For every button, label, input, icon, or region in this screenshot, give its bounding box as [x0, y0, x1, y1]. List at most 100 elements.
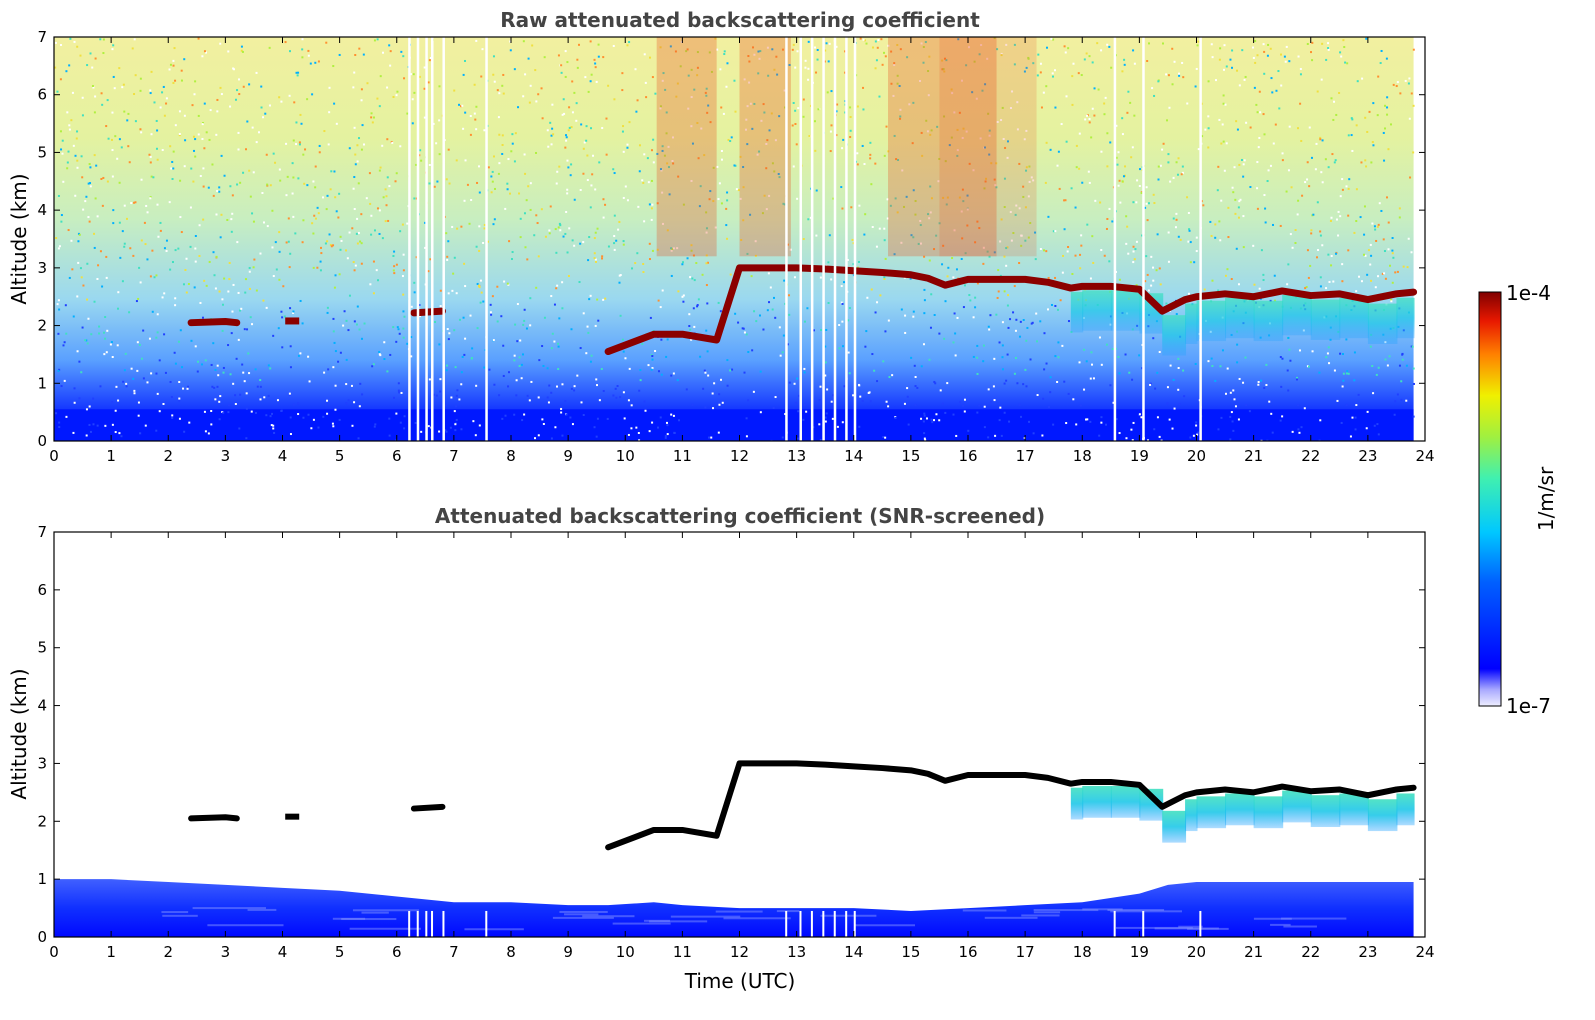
noise-pixel — [389, 353, 392, 356]
noise-pixel — [483, 227, 486, 230]
noise-pixel — [604, 203, 607, 206]
noise-pixel — [338, 192, 341, 195]
noise-pixel — [386, 370, 389, 373]
noise-pixel — [960, 79, 963, 82]
noise-pixel — [515, 394, 518, 397]
noise-pixel — [122, 83, 125, 86]
noise-pixel — [765, 167, 768, 170]
noise-pixel — [831, 417, 834, 420]
noise-pixel — [54, 41, 57, 44]
boundary-layer-streak — [1082, 908, 1123, 911]
noise-pixel — [1280, 84, 1283, 87]
noise-pixel — [1344, 61, 1347, 64]
noise-pixel — [1218, 118, 1221, 121]
noise-pixel — [590, 354, 593, 357]
noise-pixel — [454, 429, 457, 432]
noise-pixel — [1281, 159, 1284, 162]
noise-pixel — [1005, 43, 1008, 46]
noise-pixel — [659, 168, 662, 171]
noise-pixel — [1391, 237, 1394, 240]
noise-pixel — [301, 241, 304, 244]
noise-pixel — [101, 204, 104, 207]
noise-pixel — [1318, 439, 1321, 441]
noise-pixel — [1109, 384, 1112, 387]
noise-pixel — [103, 353, 106, 356]
noise-pixel — [291, 162, 294, 165]
x-tick-label: 7 — [449, 447, 459, 465]
x-axis: 0 1 2 3 4 5 6 7 8 9 10 11 12 13 14 15 16 17 18 19 20 21 22 23 24 — [49, 532, 1435, 961]
noise-pixel — [557, 368, 560, 371]
noise-pixel — [956, 154, 959, 157]
noise-pixel — [72, 315, 75, 318]
noise-pixel — [168, 201, 171, 204]
noise-pixel — [483, 366, 486, 369]
noise-pixel — [624, 185, 627, 188]
noise-pixel — [1078, 167, 1081, 170]
noise-pixel — [920, 417, 923, 420]
data-gap — [822, 37, 825, 441]
noise-pixel — [798, 394, 801, 397]
noise-pixel — [1275, 89, 1278, 92]
noise-pixel — [953, 111, 956, 114]
noise-pixel — [693, 279, 696, 282]
noise-pixel — [272, 152, 275, 155]
noise-pixel — [506, 282, 509, 285]
noise-pixel — [476, 181, 479, 184]
noise-pixel — [403, 77, 406, 80]
noise-pixel — [143, 221, 146, 224]
noise-pixel — [832, 394, 835, 397]
noise-pixel — [556, 284, 559, 287]
noise-pixel — [1327, 346, 1330, 349]
noise-pixel — [537, 93, 540, 96]
noise-pixel — [401, 275, 404, 278]
noise-pixel — [1117, 184, 1120, 187]
noise-pixel — [242, 171, 245, 174]
data-gap — [1199, 910, 1202, 937]
noise-pixel — [1380, 49, 1383, 52]
virga — [1310, 299, 1341, 340]
noise-pixel — [1311, 41, 1314, 44]
noise-pixel — [1022, 383, 1025, 386]
noise-pixel — [1233, 166, 1236, 169]
noise-pixel — [506, 182, 509, 185]
noise-pixel — [1369, 243, 1372, 246]
noise-pixel — [792, 101, 795, 104]
noise-pixel — [507, 371, 510, 374]
noise-pixel — [1266, 54, 1269, 57]
noise-pixel — [1063, 199, 1066, 202]
noise-pixel — [815, 234, 818, 237]
noise-pixel — [931, 421, 934, 424]
noise-pixel — [546, 129, 549, 132]
noise-pixel — [492, 55, 495, 58]
noise-pixel — [924, 41, 927, 44]
noise-pixel — [245, 407, 248, 410]
noise-pixel — [1089, 277, 1092, 280]
noise-pixel — [1236, 343, 1239, 346]
noise-pixel — [76, 159, 79, 162]
noise-pixel — [330, 245, 333, 248]
noise-pixel — [66, 111, 69, 114]
noise-pixel — [57, 194, 60, 197]
noise-pixel — [942, 68, 945, 71]
noise-pixel — [1156, 233, 1159, 236]
noise-pixel — [1039, 320, 1042, 323]
noise-pixel — [424, 246, 427, 249]
noise-pixel — [327, 368, 330, 371]
noise-pixel — [333, 286, 336, 289]
plot-frame — [53, 531, 1426, 938]
noise-pixel — [650, 368, 653, 371]
noise-pixel — [703, 154, 706, 157]
noise-pixel — [874, 311, 877, 314]
noise-pixel — [81, 96, 84, 99]
boundary-layer-streak — [1021, 914, 1060, 917]
noise-pixel — [362, 53, 365, 56]
noise-pixel — [643, 400, 646, 403]
noise-pixel — [278, 168, 281, 171]
noise-pixel — [556, 385, 559, 388]
noise-pixel — [347, 399, 350, 402]
noise-pixel — [1173, 407, 1176, 410]
noise-pixel — [345, 319, 348, 322]
noise-pixel — [622, 391, 625, 394]
noise-pixel — [1291, 430, 1294, 433]
noise-pixel — [938, 222, 941, 225]
